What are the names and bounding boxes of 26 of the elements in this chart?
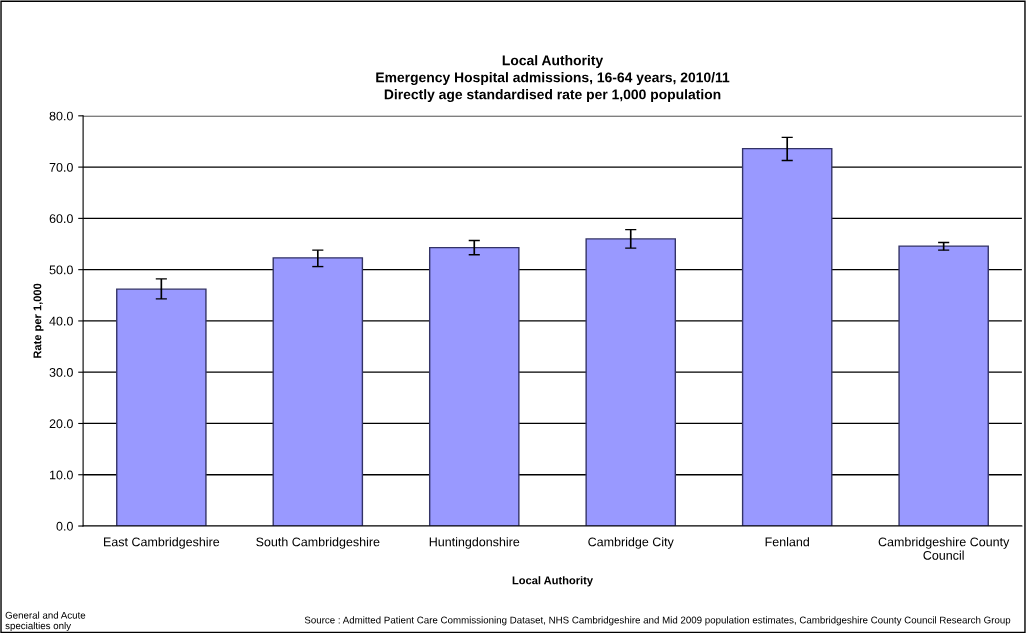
x-tick-label: Cambridgeshire County Council [878, 537, 1010, 560]
y-tick-label: 40.0 [49, 316, 73, 326]
x-axis-title: Local Authority [512, 576, 593, 587]
source-note: Source : Admitted Patient Care Commissioning Dataset, NHS Cambridgeshire and Mid 2009 population estimates, Cambridgeshire County Council Research Group [304, 616, 1011, 626]
y-tick-label: 80.0 [49, 111, 73, 121]
y-tick-label: 50.0 [49, 265, 73, 275]
x-tick-label: Cambridge City [588, 537, 674, 549]
y-tick-label: 60.0 [49, 214, 73, 224]
chart-title: Local Authority Emergency Hospital admissions, 16-64 years, 2010/11 Directly age standardised rate per 1,000 population [376, 55, 730, 103]
y-tick-label: 20.0 [49, 419, 73, 429]
bar [428, 246, 520, 527]
x-tick-label: Huntingdonshire [429, 537, 520, 549]
y-tick-label: 10.0 [50, 470, 73, 480]
bar [898, 245, 989, 527]
y-tick-label: 0.0 [56, 521, 73, 531]
bar [116, 288, 207, 527]
bar [272, 257, 364, 527]
bar [741, 147, 833, 527]
x-tick-label: Fenland [765, 537, 809, 547]
y-tick-label: 70.0 [49, 162, 73, 172]
bar [585, 238, 677, 527]
text: General and Acute specialties only [5, 611, 86, 632]
y-tick-label: 30.0 [49, 368, 73, 377]
y-axis-title: Rate per 1,000 [33, 283, 44, 358]
x-tick-label: East Cambridgeshire [104, 537, 220, 549]
x-tick-label: South Cambridgeshire [256, 537, 380, 549]
